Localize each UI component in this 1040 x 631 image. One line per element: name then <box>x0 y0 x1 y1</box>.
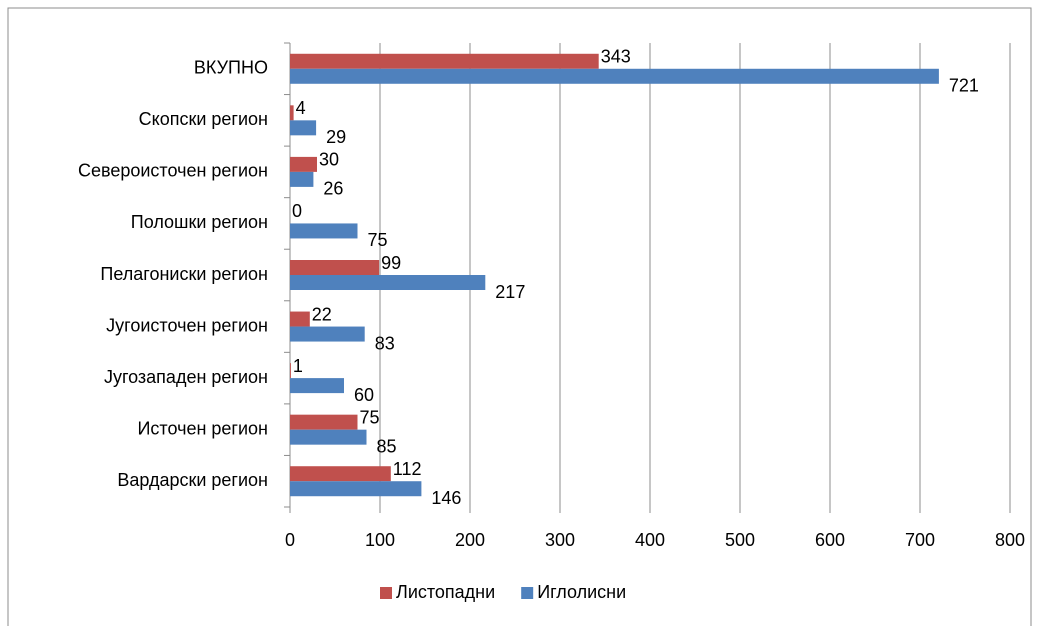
x-tick-label: 0 <box>285 530 295 550</box>
data-label: 75 <box>360 407 380 427</box>
data-label: 4 <box>296 98 306 118</box>
data-label: 29 <box>326 127 346 147</box>
bar <box>290 378 344 394</box>
bar <box>290 53 599 69</box>
x-tick-label: 800 <box>995 530 1025 550</box>
data-label: 343 <box>601 47 631 67</box>
y-tick-label: Североисточен регион <box>78 161 268 181</box>
bar <box>290 120 317 136</box>
y-tick-label: Полошки регион <box>131 212 268 232</box>
data-label: 721 <box>949 76 979 96</box>
bar <box>290 171 314 187</box>
data-label: 112 <box>393 459 422 479</box>
y-tick-label: Пелагониски регион <box>100 264 268 284</box>
data-label: 217 <box>495 282 525 302</box>
data-label: 22 <box>312 304 332 324</box>
x-tick-label: 100 <box>365 530 395 550</box>
data-label: 75 <box>368 230 388 250</box>
y-tick-label: Вардарски регион <box>117 470 268 490</box>
x-tick-label: 700 <box>905 530 935 550</box>
x-tick-label: 300 <box>545 530 575 550</box>
data-label: 1 <box>293 356 303 376</box>
x-tick-label: 200 <box>455 530 485 550</box>
y-tick-label: Југоисточен регион <box>106 315 268 335</box>
data-label: 30 <box>319 150 339 170</box>
legend-label: Иглолисни <box>537 582 626 602</box>
bar <box>290 466 391 482</box>
bar <box>290 311 310 327</box>
x-tick-label: 400 <box>635 530 665 550</box>
bar <box>290 156 317 172</box>
data-label: 26 <box>323 179 343 199</box>
data-label: 0 <box>292 201 302 221</box>
data-label: 60 <box>354 385 374 405</box>
bar <box>290 260 380 275</box>
y-tick-label: ВКУПНО <box>194 58 268 78</box>
chart-border <box>7 7 1032 631</box>
x-tick-label: 500 <box>725 530 755 550</box>
legend-label: Листопадни <box>396 582 495 602</box>
bar <box>290 326 365 342</box>
y-tick-label: Југозападен регион <box>104 367 268 387</box>
legend-swatch <box>380 587 392 599</box>
bar <box>290 429 367 445</box>
bar <box>290 105 294 121</box>
y-tick-label: Скопски регион <box>139 109 268 129</box>
legend-swatch <box>521 587 534 599</box>
bar <box>290 223 358 239</box>
data-label: 85 <box>377 436 397 456</box>
y-tick-label: Источен регион <box>137 418 268 438</box>
x-tick-label: 600 <box>815 530 845 550</box>
bar <box>290 414 358 430</box>
bar <box>290 481 422 497</box>
data-label: 83 <box>375 333 395 353</box>
bar <box>290 363 291 379</box>
data-label: 99 <box>381 253 401 273</box>
data-label: 146 <box>431 488 461 508</box>
bar <box>290 68 939 84</box>
bar <box>290 275 486 290</box>
